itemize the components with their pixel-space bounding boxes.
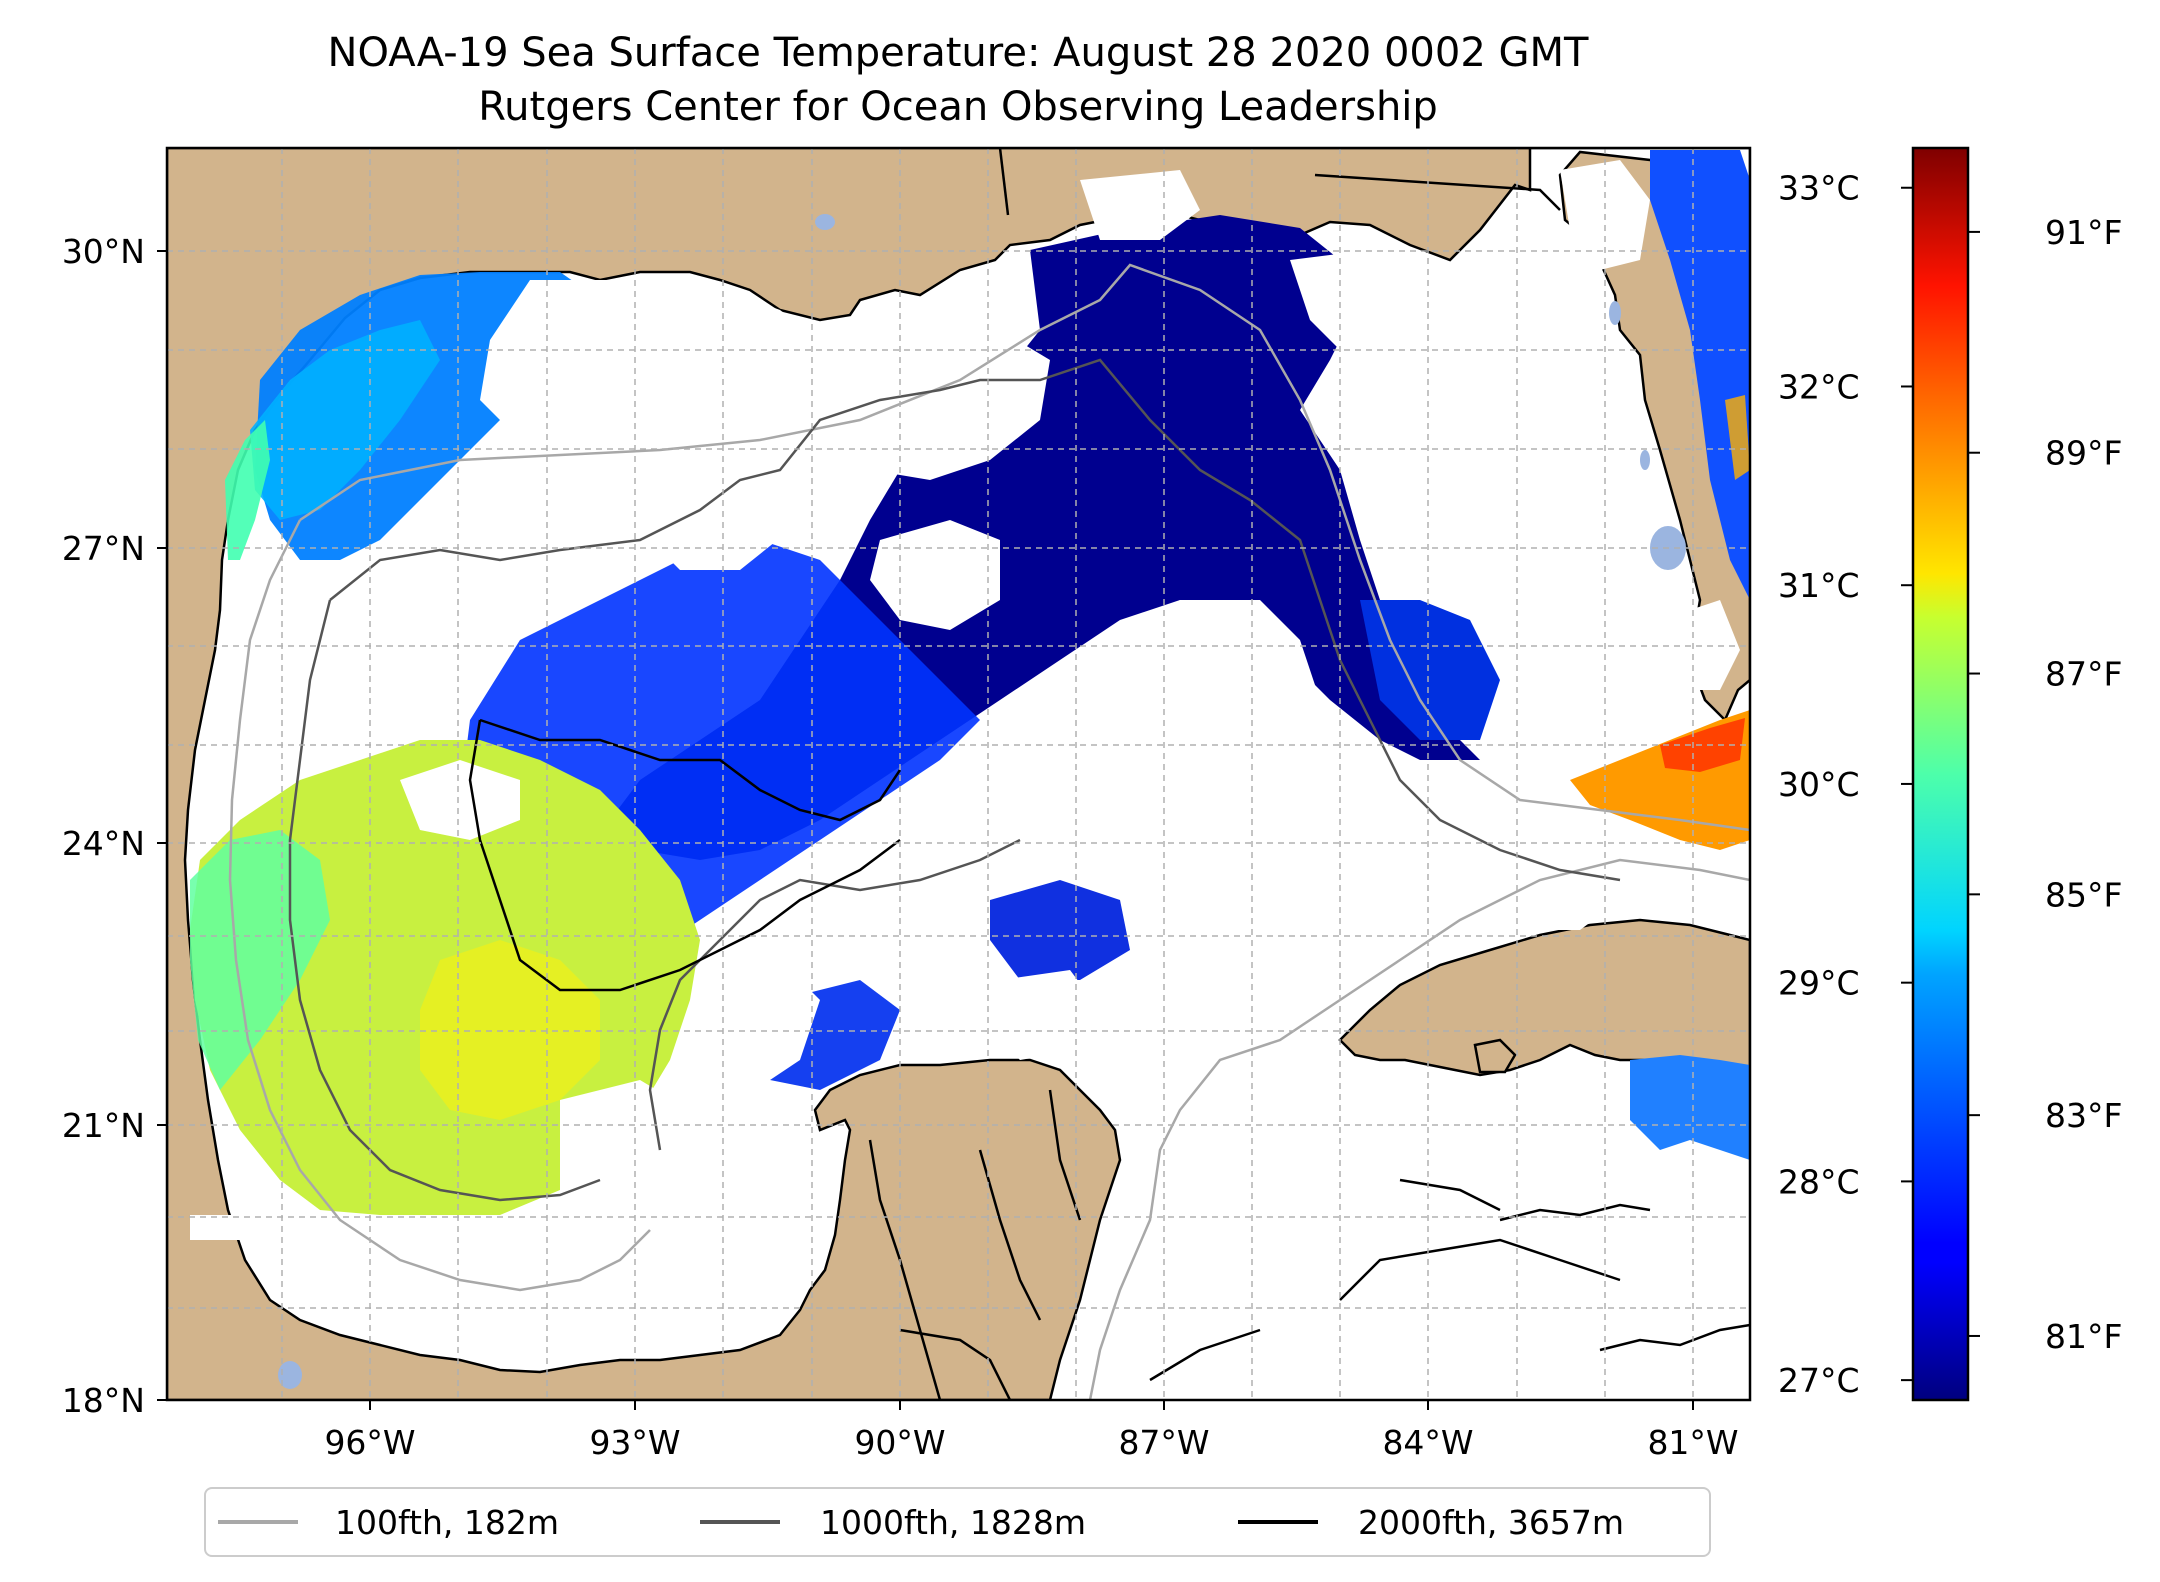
title-line-1: NOAA-19 Sea Surface Temperature: August … — [328, 30, 1589, 76]
colorbar-celsius-label: 31°C — [1778, 566, 1860, 605]
colorbar-celsius-label: 28°C — [1778, 1162, 1860, 1201]
sst-patch-west-green — [190, 830, 330, 1090]
sst-patch-cuba-north — [1630, 1055, 1750, 1160]
sst-patch-florida-keys-red — [1660, 718, 1745, 772]
colorbar-fahrenheit-label: 89°F — [2045, 434, 2122, 473]
colorbar-fahrenheit-label: 85°F — [2045, 875, 2122, 914]
colorbar: 27°C 28°C 29°C 30°C 31°C 32°C 33°C 81°F 83°F 85°F… — [1778, 146, 2122, 1402]
lat-tick-label: 24°N — [62, 824, 145, 863]
map-panel: 96°W 93°W 90°W 87°W 84°W 81°W 30°N 27°N … — [62, 146, 1752, 1462]
lon-tick-label: 81°W — [1647, 1423, 1738, 1462]
lat-tick-label: 21°N — [62, 1106, 145, 1145]
lon-tick-label: 87°W — [1118, 1423, 1209, 1462]
map-axis-ticks — [157, 250, 1694, 1410]
colorbar-celsius-label: 30°C — [1778, 765, 1860, 804]
legend-label-1000fth: 1000fth, 1828m — [820, 1503, 1086, 1542]
lon-tick-label: 90°W — [854, 1423, 945, 1462]
colorbar-fahrenheit-label: 91°F — [2045, 213, 2122, 252]
lon-tick-label: 84°W — [1382, 1423, 1473, 1462]
legend: 100fth, 182m 1000fth, 1828m 2000fth, 365… — [204, 1487, 1711, 1557]
lon-tick-labels: 96°W 93°W 90°W 87°W 84°W 81°W — [324, 1423, 1738, 1462]
colorbar-fahrenheit-label: 87°F — [2045, 655, 2122, 694]
cloud-mask — [190, 160, 1740, 1240]
contour-2000fth — [468, 718, 1621, 1382]
map-frame — [165, 146, 1752, 1402]
colorbar-gradient — [1911, 146, 1970, 1402]
lakes — [278, 214, 1686, 1389]
sst-patch-florida-atlantic — [1650, 150, 1750, 600]
lon-tick-label: 93°W — [589, 1423, 680, 1462]
colorbar-fahrenheit-label: 81°F — [2045, 1317, 2122, 1356]
colorbar-celsius-label: 27°C — [1778, 1361, 1860, 1400]
sst-patch-east-fragments — [1360, 600, 1500, 740]
legend-box — [204, 1487, 1711, 1557]
lat-tick-label: 18°N — [62, 1381, 145, 1420]
sst-patch-central-south2 — [990, 880, 1130, 980]
lon-tick-label: 96°W — [324, 1423, 415, 1462]
sst-patch-nw-lightblue — [250, 320, 440, 520]
colorbar-fahrenheit-label: 83°F — [2045, 1096, 2122, 1135]
contour-100fth — [228, 263, 1750, 1400]
colorbar-celsius-label: 29°C — [1778, 964, 1860, 1003]
lat-tick-labels: 30°N 27°N 24°N 21°N 18°N — [62, 232, 145, 1420]
land-isla-juventud — [1473, 1038, 1517, 1074]
title-line-2: Rutgers Center for Ocean Observing Leade… — [478, 84, 1438, 130]
sst-patch-florida-atlantic-warm — [1725, 395, 1750, 480]
colorbar-celsius-label: 32°C — [1778, 367, 1860, 406]
legend-label-2000fth: 2000fth, 3657m — [1358, 1503, 1624, 1542]
land-caribbean-islands — [1499, 1203, 1750, 1352]
lat-tick-label: 30°N — [62, 232, 145, 271]
lat-tick-label: 27°N — [62, 529, 145, 568]
contour-1000fth — [288, 358, 1621, 1202]
bathymetry-contours — [228, 263, 1750, 1400]
colorbar-ticks: 27°C 28°C 29°C 30°C 31°C 32°C 33°C 81°F 83°F 85°F… — [1778, 169, 2122, 1400]
colorbar-celsius-label: 33°C — [1778, 169, 1860, 208]
sst-patch-texas-coast — [225, 420, 270, 560]
legend-label-100fth: 100fth, 182m — [335, 1503, 559, 1542]
